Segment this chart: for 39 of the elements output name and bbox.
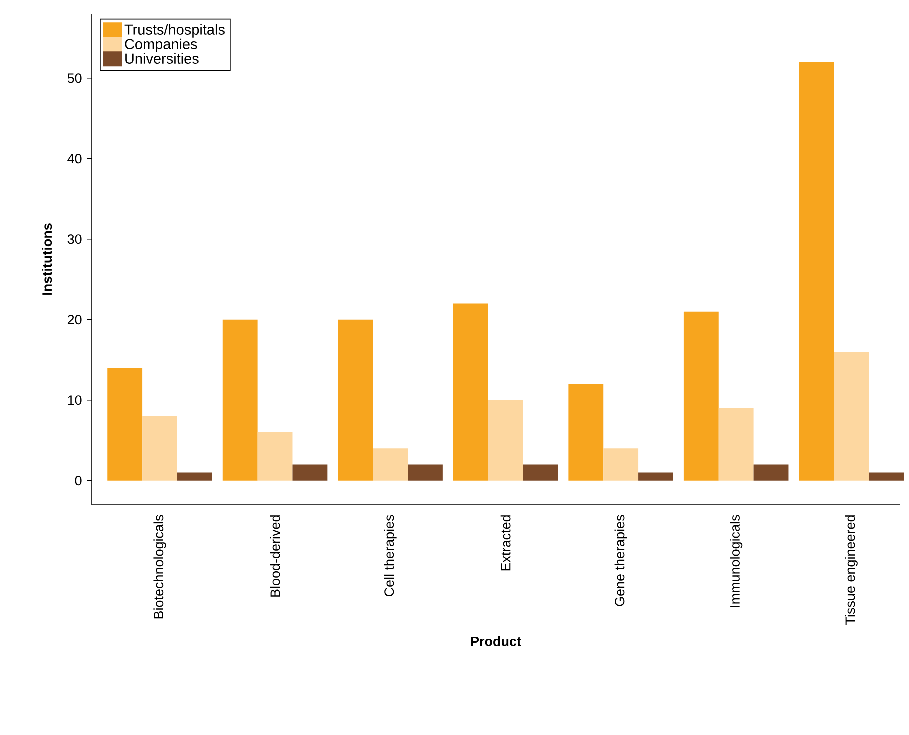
x-tick-label: Immunologicals — [730, 515, 743, 608]
legend-label: Trusts/hospitals — [124, 24, 225, 38]
bar — [684, 312, 719, 481]
legend-label: Universities — [126, 53, 199, 64]
x-tick-label: Blood-derived — [270, 516, 280, 597]
bar — [258, 432, 293, 481]
x-axis-title: Product — [471, 636, 522, 646]
y-tick-label: 40 — [68, 154, 82, 164]
bar — [718, 408, 754, 481]
bar — [488, 400, 524, 481]
y-tick-label: 20 — [68, 315, 82, 325]
y-axis-title: Institutions — [42, 224, 52, 295]
y-tick-label: 10 — [68, 396, 82, 406]
bar — [604, 448, 639, 481]
legend-label: Companies — [125, 38, 198, 52]
bar — [523, 464, 558, 481]
y-tick-label: 0 — [75, 476, 82, 486]
bar — [292, 464, 328, 481]
x-tick-label: Extracted — [500, 516, 511, 571]
x-tick-label: Gene therapies — [614, 515, 628, 606]
bar — [799, 62, 834, 481]
y-tick-label: 50 — [68, 74, 82, 84]
bar — [142, 416, 178, 481]
x-tick-label: Tissue engineered — [845, 516, 858, 625]
bar — [108, 368, 143, 481]
bar — [754, 464, 789, 481]
bar — [453, 304, 488, 481]
bar — [638, 472, 674, 481]
bar — [177, 472, 212, 481]
bar — [373, 448, 408, 481]
bar — [834, 352, 870, 481]
x-tick-label: Biotechnologicals — [154, 515, 166, 619]
bar — [568, 384, 604, 481]
bar — [869, 472, 904, 481]
x-tick-label: Cell therapies — [384, 515, 397, 597]
y-tick-label: 30 — [68, 234, 82, 244]
bar — [338, 320, 374, 481]
bar — [408, 464, 443, 481]
bar — [222, 320, 258, 481]
